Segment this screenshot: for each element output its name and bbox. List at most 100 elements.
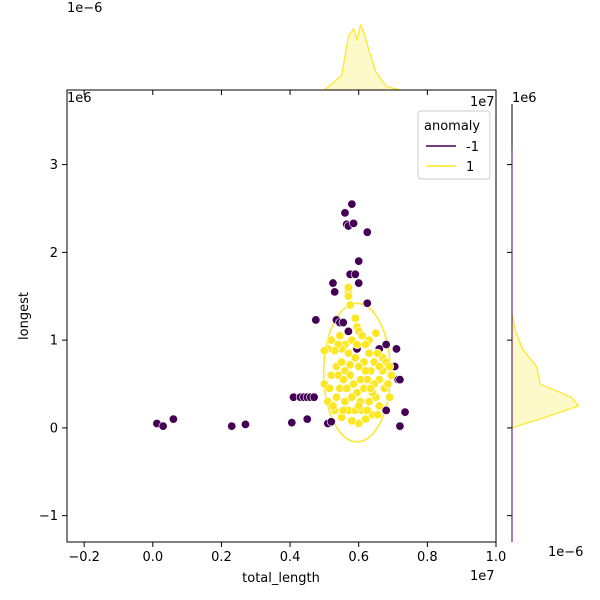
scatter-point-anomaly-pos [326, 335, 336, 345]
scatter-point-anomaly-pos [373, 410, 383, 420]
scatter-point-anomaly-pos [374, 401, 384, 411]
scatter-point-anomaly-neg [302, 414, 312, 424]
scatter-point-anomaly-neg [240, 419, 250, 429]
scatter-point-anomaly-neg [395, 421, 405, 431]
scatter-point-anomaly-pos [357, 331, 367, 341]
scatter-points [152, 199, 410, 431]
scatter-point-anomaly-pos [345, 370, 355, 380]
scatter-point-anomaly-pos [354, 361, 364, 371]
scatter-point-anomaly-pos [347, 416, 357, 426]
right-marginal-kde-line [511, 313, 580, 429]
right-marginal-ticks [507, 164, 512, 517]
y-tick-label: −1 [39, 509, 58, 524]
scatter-point-anomaly-pos [333, 370, 343, 380]
x-tick-label: 1.0 [486, 550, 507, 565]
scatter-point-anomaly-neg [347, 199, 357, 209]
scatter-point-anomaly-pos [354, 401, 364, 411]
scatter-point-anomaly-pos [343, 348, 353, 358]
scatter-point-anomaly-pos [343, 291, 353, 301]
scatter-point-anomaly-neg [362, 227, 372, 237]
scatter-point-anomaly-neg [391, 344, 401, 354]
x-axis-bottom-offset-label: 1e7 [470, 569, 495, 584]
scatter-point-anomaly-pos [342, 383, 352, 393]
scatter-point-anomaly-pos [331, 392, 341, 402]
right-marginal-axes: 1e−6 [507, 104, 583, 560]
x-tick-label: 0.0 [142, 550, 163, 565]
legend-title: anomaly [424, 119, 480, 134]
x-tick-label: 0.4 [280, 550, 301, 565]
scatter-point-anomaly-neg [400, 407, 410, 417]
right-margin-offset-label: 1e−6 [548, 545, 583, 560]
x-tick-label: −0.2 [68, 550, 100, 565]
scatter-point-anomaly-neg [395, 375, 405, 385]
scatter-point-anomaly-pos [349, 379, 359, 389]
scatter-point-anomaly-neg [381, 340, 391, 350]
scatter-point-anomaly-neg [343, 326, 353, 336]
scatter-point-anomaly-pos [340, 397, 350, 407]
scatter-point-anomaly-neg [311, 315, 321, 325]
scatter-point-anomaly-neg [354, 256, 364, 266]
right-marginal-kde-fill [512, 313, 579, 428]
x-tick-label: 0.8 [417, 550, 438, 565]
x-axis-label: total_length [242, 571, 320, 586]
scatter-point-anomaly-pos [366, 383, 376, 393]
top-marginal-axes: 1e−6 [67, 1, 497, 95]
scatter-point-anomaly-neg [287, 418, 297, 428]
scatter-point-anomaly-neg [354, 278, 364, 288]
scatter-point-anomaly-pos [325, 383, 335, 393]
legend-label-pos: 1 [466, 160, 474, 175]
scatter-point-anomaly-pos [345, 300, 355, 310]
scatter-point-anomaly-neg [309, 392, 319, 402]
scatter-point-anomaly-pos [371, 328, 381, 338]
legend-label-neg: -1 [466, 140, 479, 155]
scatter-point-anomaly-pos [345, 360, 355, 370]
scatter-point-anomaly-neg [349, 218, 359, 228]
scatter-point-anomaly-pos [386, 370, 396, 380]
top-marginal-kde-line [324, 23, 401, 91]
scatter-point-anomaly-pos [364, 397, 374, 407]
scatter-point-anomaly-neg [362, 298, 372, 308]
y-axis-ticks: −1 0 1 2 3 [39, 158, 67, 524]
scatter-point-anomaly-pos [361, 340, 371, 350]
kde-contour-anomaly-1 [322, 302, 392, 443]
main-axes: −0.2 0.0 0.2 0.4 0.6 0.8 1.0 −1 0 1 2 3 1e7 1e6 1e… [17, 89, 537, 586]
scatter-point-anomaly-pos [350, 353, 360, 363]
scatter-point-anomaly-neg [326, 417, 336, 427]
scatter-point-anomaly-pos [352, 340, 362, 350]
scatter-point-anomaly-pos [383, 379, 393, 389]
scatter-point-anomaly-pos [374, 361, 384, 371]
scatter-point-anomaly-neg [330, 287, 340, 297]
scatter-point-anomaly-pos [361, 366, 371, 376]
scatter-point-anomaly-neg [340, 208, 350, 218]
scatter-point-anomaly-pos [385, 361, 395, 371]
scatter-point-anomaly-neg [381, 405, 391, 415]
top-marginal-ticks [83, 90, 497, 95]
scatter-point-anomaly-pos [364, 348, 374, 358]
scatter-point-anomaly-neg [168, 414, 178, 424]
scatter-point-anomaly-pos [347, 392, 357, 402]
scatter-point-anomaly-pos [337, 357, 347, 367]
scatter-point-anomaly-pos [373, 348, 383, 358]
scatter-point-anomaly-pos [343, 282, 353, 292]
y-axis-offset-label: 1e6 [67, 91, 92, 106]
x-axis-offset-label: 1e7 [470, 95, 495, 110]
right-axis-offset-label: 1e6 [512, 91, 537, 106]
scatter-point-anomaly-neg [350, 269, 360, 279]
x-tick-label: 0.2 [211, 550, 232, 565]
y-tick-label: 1 [50, 334, 58, 349]
top-margin-offset-label: 1e−6 [67, 1, 102, 16]
scatter-point-anomaly-pos [328, 401, 338, 411]
x-axis-ticks: −0.2 0.0 0.2 0.4 0.6 0.8 1.0 [68, 542, 506, 565]
legend-frame [417, 110, 491, 180]
scatter-point-anomaly-neg [158, 421, 168, 431]
scatter-point-anomaly-neg [338, 318, 348, 328]
scatter-point-anomaly-pos [338, 405, 348, 415]
scatter-point-anomaly-pos [385, 392, 395, 402]
y-tick-label: 0 [50, 421, 58, 436]
top-marginal-kde-fill [324, 25, 400, 91]
legend: anomaly -1 1 [417, 110, 491, 180]
scatter-point-anomaly-neg [227, 421, 237, 431]
y-axis-label: longest [17, 292, 32, 340]
x-tick-label: 0.6 [348, 550, 369, 565]
scatter-point-anomaly-pos [350, 313, 360, 323]
